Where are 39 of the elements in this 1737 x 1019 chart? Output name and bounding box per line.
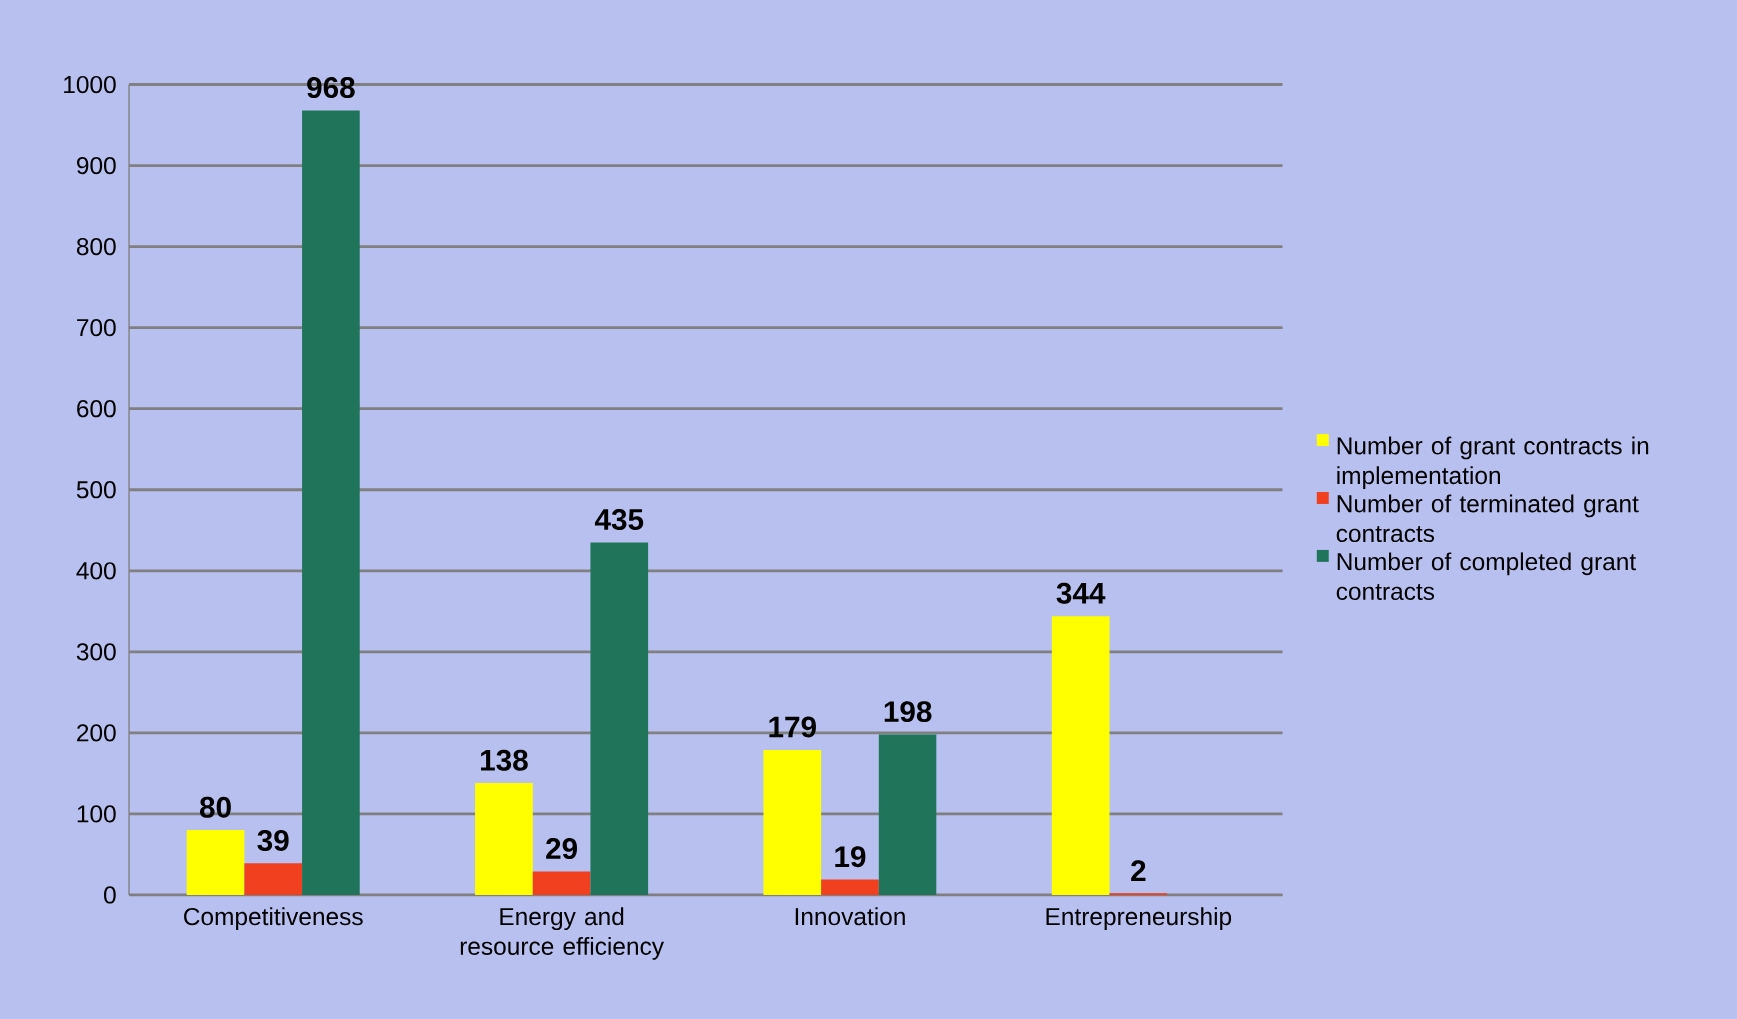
data-label: 968	[307, 76, 355, 98]
y-tick-label: 600	[77, 399, 116, 418]
y-tick-label: 100	[77, 805, 116, 823]
bar	[821, 879, 879, 895]
y-tick-label: 800	[76, 237, 116, 256]
y-tick-label: 200	[77, 724, 116, 742]
bar	[475, 782, 533, 895]
data-label: 2	[1131, 860, 1146, 881]
y-tick-label: 700	[77, 318, 116, 337]
bar	[878, 734, 937, 895]
y-tick-label: 500	[76, 480, 116, 499]
data-label: 80	[199, 796, 231, 818]
bar	[532, 871, 591, 895]
y-tick-label: 900	[77, 156, 116, 175]
data-label: 39	[257, 829, 289, 851]
x-tick-label: Entrepreneurship	[1046, 907, 1232, 930]
x-tick-label: Energy and resource efficiency	[460, 907, 664, 960]
x-tick-label: Competitiveness	[184, 907, 363, 930]
bar	[763, 749, 822, 895]
bar	[590, 542, 649, 895]
data-label: 138	[481, 749, 528, 771]
data-label: 179	[769, 716, 816, 738]
data-label: 198	[884, 701, 932, 722]
y-tick-label: 400	[76, 562, 116, 580]
data-label: 19	[835, 846, 866, 868]
data-label: 29	[546, 837, 577, 859]
y-tick-label: 300	[76, 643, 116, 661]
bar	[302, 110, 360, 895]
legend-label: Number of terminated grant contracts	[1336, 494, 1639, 542]
bar	[186, 830, 245, 895]
legend-label: Number of grant contracts in implementation	[1337, 436, 1649, 489]
y-tick-label: 0	[104, 886, 116, 904]
bar	[1051, 616, 1110, 895]
legend-label: Number of completed grant contracts	[1336, 552, 1636, 600]
y-tick-label: 1000	[64, 75, 116, 94]
bar	[244, 863, 303, 895]
data-label: 435	[594, 508, 644, 530]
x-tick-label: Innovation	[795, 907, 905, 926]
data-label: 344	[1056, 582, 1106, 604]
